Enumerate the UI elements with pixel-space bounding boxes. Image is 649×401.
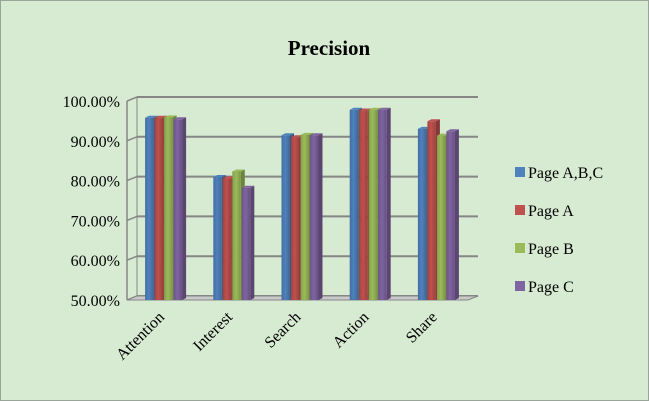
legend-swatch (515, 281, 525, 291)
bar (173, 117, 187, 300)
legend-item: Page C (515, 279, 574, 296)
y-tick-label: 80.00% (71, 174, 120, 191)
legend-swatch (515, 167, 525, 177)
legend-label: Page C (528, 279, 574, 296)
legend-label: Page A (528, 203, 574, 220)
y-tick-label: 90.00% (71, 134, 120, 151)
legend-item: Page B (515, 241, 574, 258)
x-tick-label: Interest (190, 308, 236, 354)
legend-swatch (515, 243, 525, 253)
legend-swatch (515, 205, 525, 215)
legend-label: Page A,B,C (528, 165, 603, 182)
y-tick-label: 100.00% (63, 94, 120, 111)
x-tick-label: Search (262, 309, 305, 352)
bars (145, 107, 459, 301)
y-tick-label: 50.00% (71, 293, 120, 310)
bar (241, 185, 255, 300)
gridline (126, 96, 478, 102)
x-tick-label: Attention (113, 309, 168, 364)
bar (378, 107, 391, 300)
x-tick-label: Action (330, 309, 373, 352)
y-axis: 50.00% 60.00% 70.00% 80.00% 90.00% 100.00% (63, 94, 120, 310)
y-tick-label: 60.00% (71, 253, 120, 270)
y-tick-label: 70.00% (71, 213, 120, 230)
x-tick-label: Share (403, 309, 441, 347)
legend-item: Page A,B,C (515, 165, 603, 182)
bar (310, 133, 323, 300)
legend-label: Page B (528, 241, 574, 258)
bar (446, 129, 459, 300)
legend-item: Page A (515, 203, 574, 220)
chart-title: Precision (288, 36, 371, 60)
legend: Page A,B,C Page A Page B Page C (515, 165, 603, 296)
x-axis: Attention Interest Search Action Share (113, 308, 441, 363)
